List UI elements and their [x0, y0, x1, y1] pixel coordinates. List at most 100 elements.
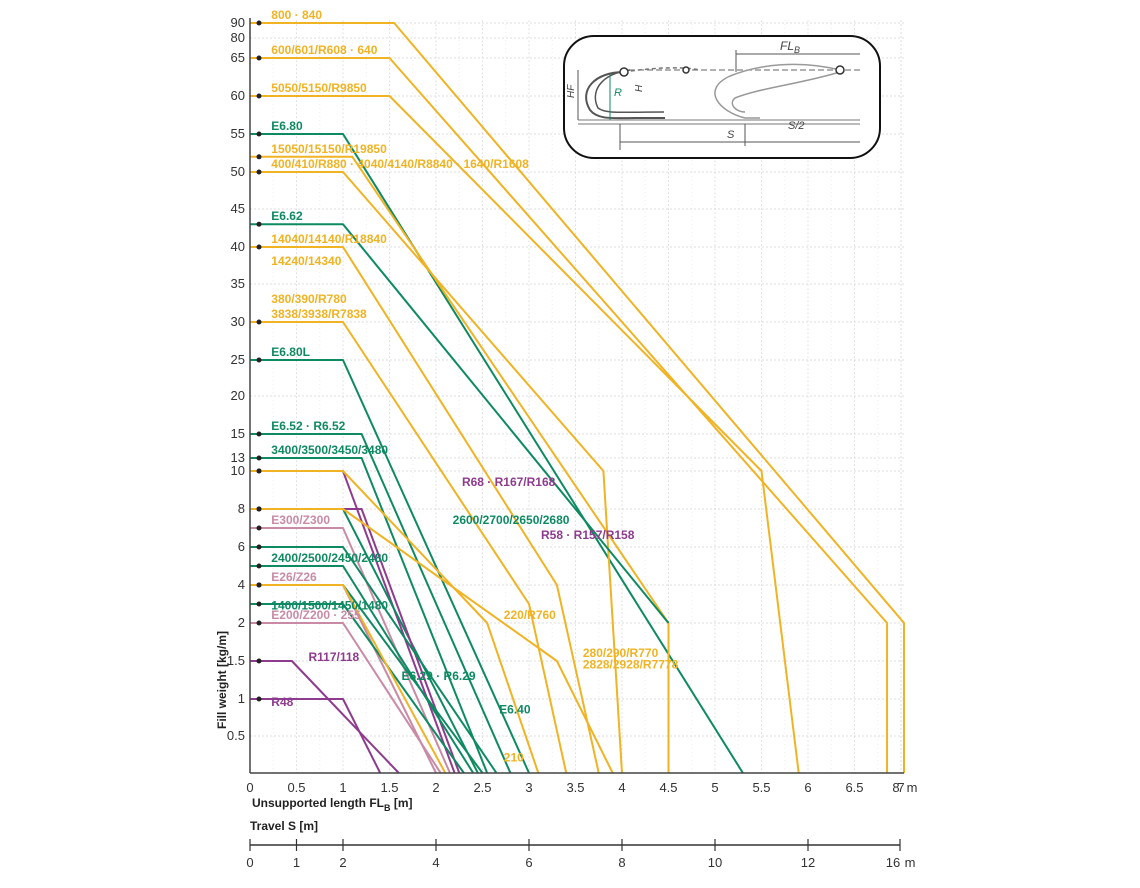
series-label-11: E6.80L [271, 345, 310, 359]
x-tick-label: 5 [711, 780, 718, 795]
series-marker-11 [256, 455, 262, 461]
series-line-4 [250, 155, 670, 773]
travel-tick-label: 2 [339, 855, 346, 870]
series-marker-26 [256, 582, 262, 588]
series-label-2: 5050/5150/R9850 [271, 81, 367, 95]
series-line-23 [250, 508, 614, 774]
inset-s-label: S [727, 129, 735, 141]
inset-hf-label: HF [566, 84, 577, 98]
series-line-6 [250, 223, 670, 624]
series-label-9: 380/390/R780 [271, 292, 347, 306]
travel-tick-label: 4 [432, 855, 439, 870]
series-line-9 [250, 359, 530, 774]
travel-tick-label: 16 [886, 855, 900, 870]
x-tick-label: 3.5 [566, 780, 584, 795]
series-marker-2 [256, 93, 262, 99]
series-label-25: R117/118 [309, 650, 360, 664]
y-tick-label: 65 [231, 50, 245, 65]
y-tick-label: 60 [231, 88, 245, 103]
series-line-21 [250, 698, 382, 774]
travel-tick-label: 1 [293, 855, 300, 870]
series-line-22 [250, 470, 540, 774]
x-tick-label: 4.5 [659, 780, 677, 795]
series-label-1: 600/601/R608 · 640 [271, 43, 377, 57]
y-tick-label: 8 [238, 501, 245, 516]
inset-s2-label: S/2 [788, 120, 805, 132]
x-tick-label: 5.5 [752, 780, 770, 795]
series-marker-16 [256, 563, 262, 569]
series-label-5: 400/410/R880 · 4040/4140/R8840 · 1640/R1… [271, 157, 529, 171]
series-marker-0 [256, 20, 262, 26]
series-label-21: E200/Z200 · 255 [271, 608, 361, 622]
chart-labels: 800 · 840 600/601/R608 · 640 5050/5150/R98… [271, 8, 678, 765]
series-label-14: R68 · R167/R168 [462, 475, 556, 489]
series-label-24: 2828/2928/R7778 [583, 657, 679, 671]
x-tick-label: 6.5 [845, 780, 863, 795]
inset-fl-label-main: FL [780, 39, 794, 53]
series-line-2 [250, 95, 800, 774]
series-line-26 [250, 584, 447, 774]
y-tick-label: 40 [231, 239, 245, 254]
series-line-15 [250, 527, 451, 774]
x-axis-title-sub: B [384, 803, 391, 813]
series-label-10: 3838/3938/R7838 [271, 307, 367, 321]
series-label-4: 15050/15150/R19850 [271, 142, 387, 156]
series-label-19: E26/Z26 [271, 570, 317, 584]
series-marker-10 [256, 431, 262, 437]
series-line-20 [250, 660, 400, 774]
y-tick-label: 2 [238, 615, 245, 630]
travel-tick-label: 8 [618, 855, 625, 870]
series-label-23: 280/290/R770 [583, 646, 659, 660]
series-label-27: E6.40 [499, 703, 531, 717]
series-marker-19 [256, 620, 262, 626]
series-line-0 [250, 22, 905, 773]
series-marker-21 [256, 696, 262, 702]
series-marker-15 [256, 525, 262, 531]
y-tick-label: 25 [231, 352, 245, 367]
x-unit-label: m [907, 780, 918, 795]
series-line-19 [250, 622, 442, 774]
series-marker-18 [256, 601, 262, 607]
y-tick-label: 4 [238, 577, 245, 592]
y-axis-title: Fill weight [kg/m] [215, 631, 229, 729]
y-tick-label: 50 [231, 164, 245, 179]
y-tick-label: 90 [231, 15, 245, 30]
x-tick-label: 3 [525, 780, 532, 795]
series-label-8: 14240/14340 [271, 254, 341, 268]
series-marker-1 [256, 55, 262, 61]
inset-r-label: R [614, 87, 622, 99]
y-tick-label: 15 [231, 426, 245, 441]
travel-axis: 0 1 2 4 6 8 10 12 16 m [246, 839, 915, 870]
series-marker-23 [256, 506, 262, 512]
series-marker-4 [256, 154, 262, 160]
y-tick-label: 0.5 [227, 728, 245, 743]
series-label-26: E6.29 · R6.29 [402, 669, 476, 683]
series-marker-8 [256, 319, 262, 325]
x-tick-label: 0 [246, 780, 253, 795]
y-tick-label: 80 [231, 30, 245, 45]
x-tick-label: 1 [339, 780, 346, 795]
series-line-11 [250, 457, 489, 774]
series-line-1 [250, 57, 889, 773]
travel-tick-label: 0 [246, 855, 253, 870]
y-tick-label: 45 [231, 201, 245, 216]
series-line-16 [250, 565, 475, 774]
series-line-10 [250, 433, 512, 774]
series-label-28: R48 [271, 695, 293, 709]
x-tick-label: 1.5 [380, 780, 398, 795]
inset-h-label: H [634, 84, 645, 92]
inset-fl-label-sub: B [794, 45, 800, 55]
travel-axis-title: Travel S [m] [250, 819, 318, 833]
chart-series [250, 20, 905, 774]
series-label-12: E6.52 · R6.52 [271, 419, 345, 433]
series-marker-25 [256, 544, 262, 550]
series-marker-22 [256, 468, 262, 474]
series-line-18 [250, 603, 465, 774]
x-axis-title: Unsupported length FLB [m] [252, 796, 412, 813]
series-line-8 [250, 321, 568, 774]
y-tick-label: 35 [231, 276, 245, 291]
series-marker-7 [256, 244, 262, 250]
series-label-13: 3400/3500/3450/3480 [271, 443, 388, 457]
series-marker-9 [256, 357, 262, 363]
